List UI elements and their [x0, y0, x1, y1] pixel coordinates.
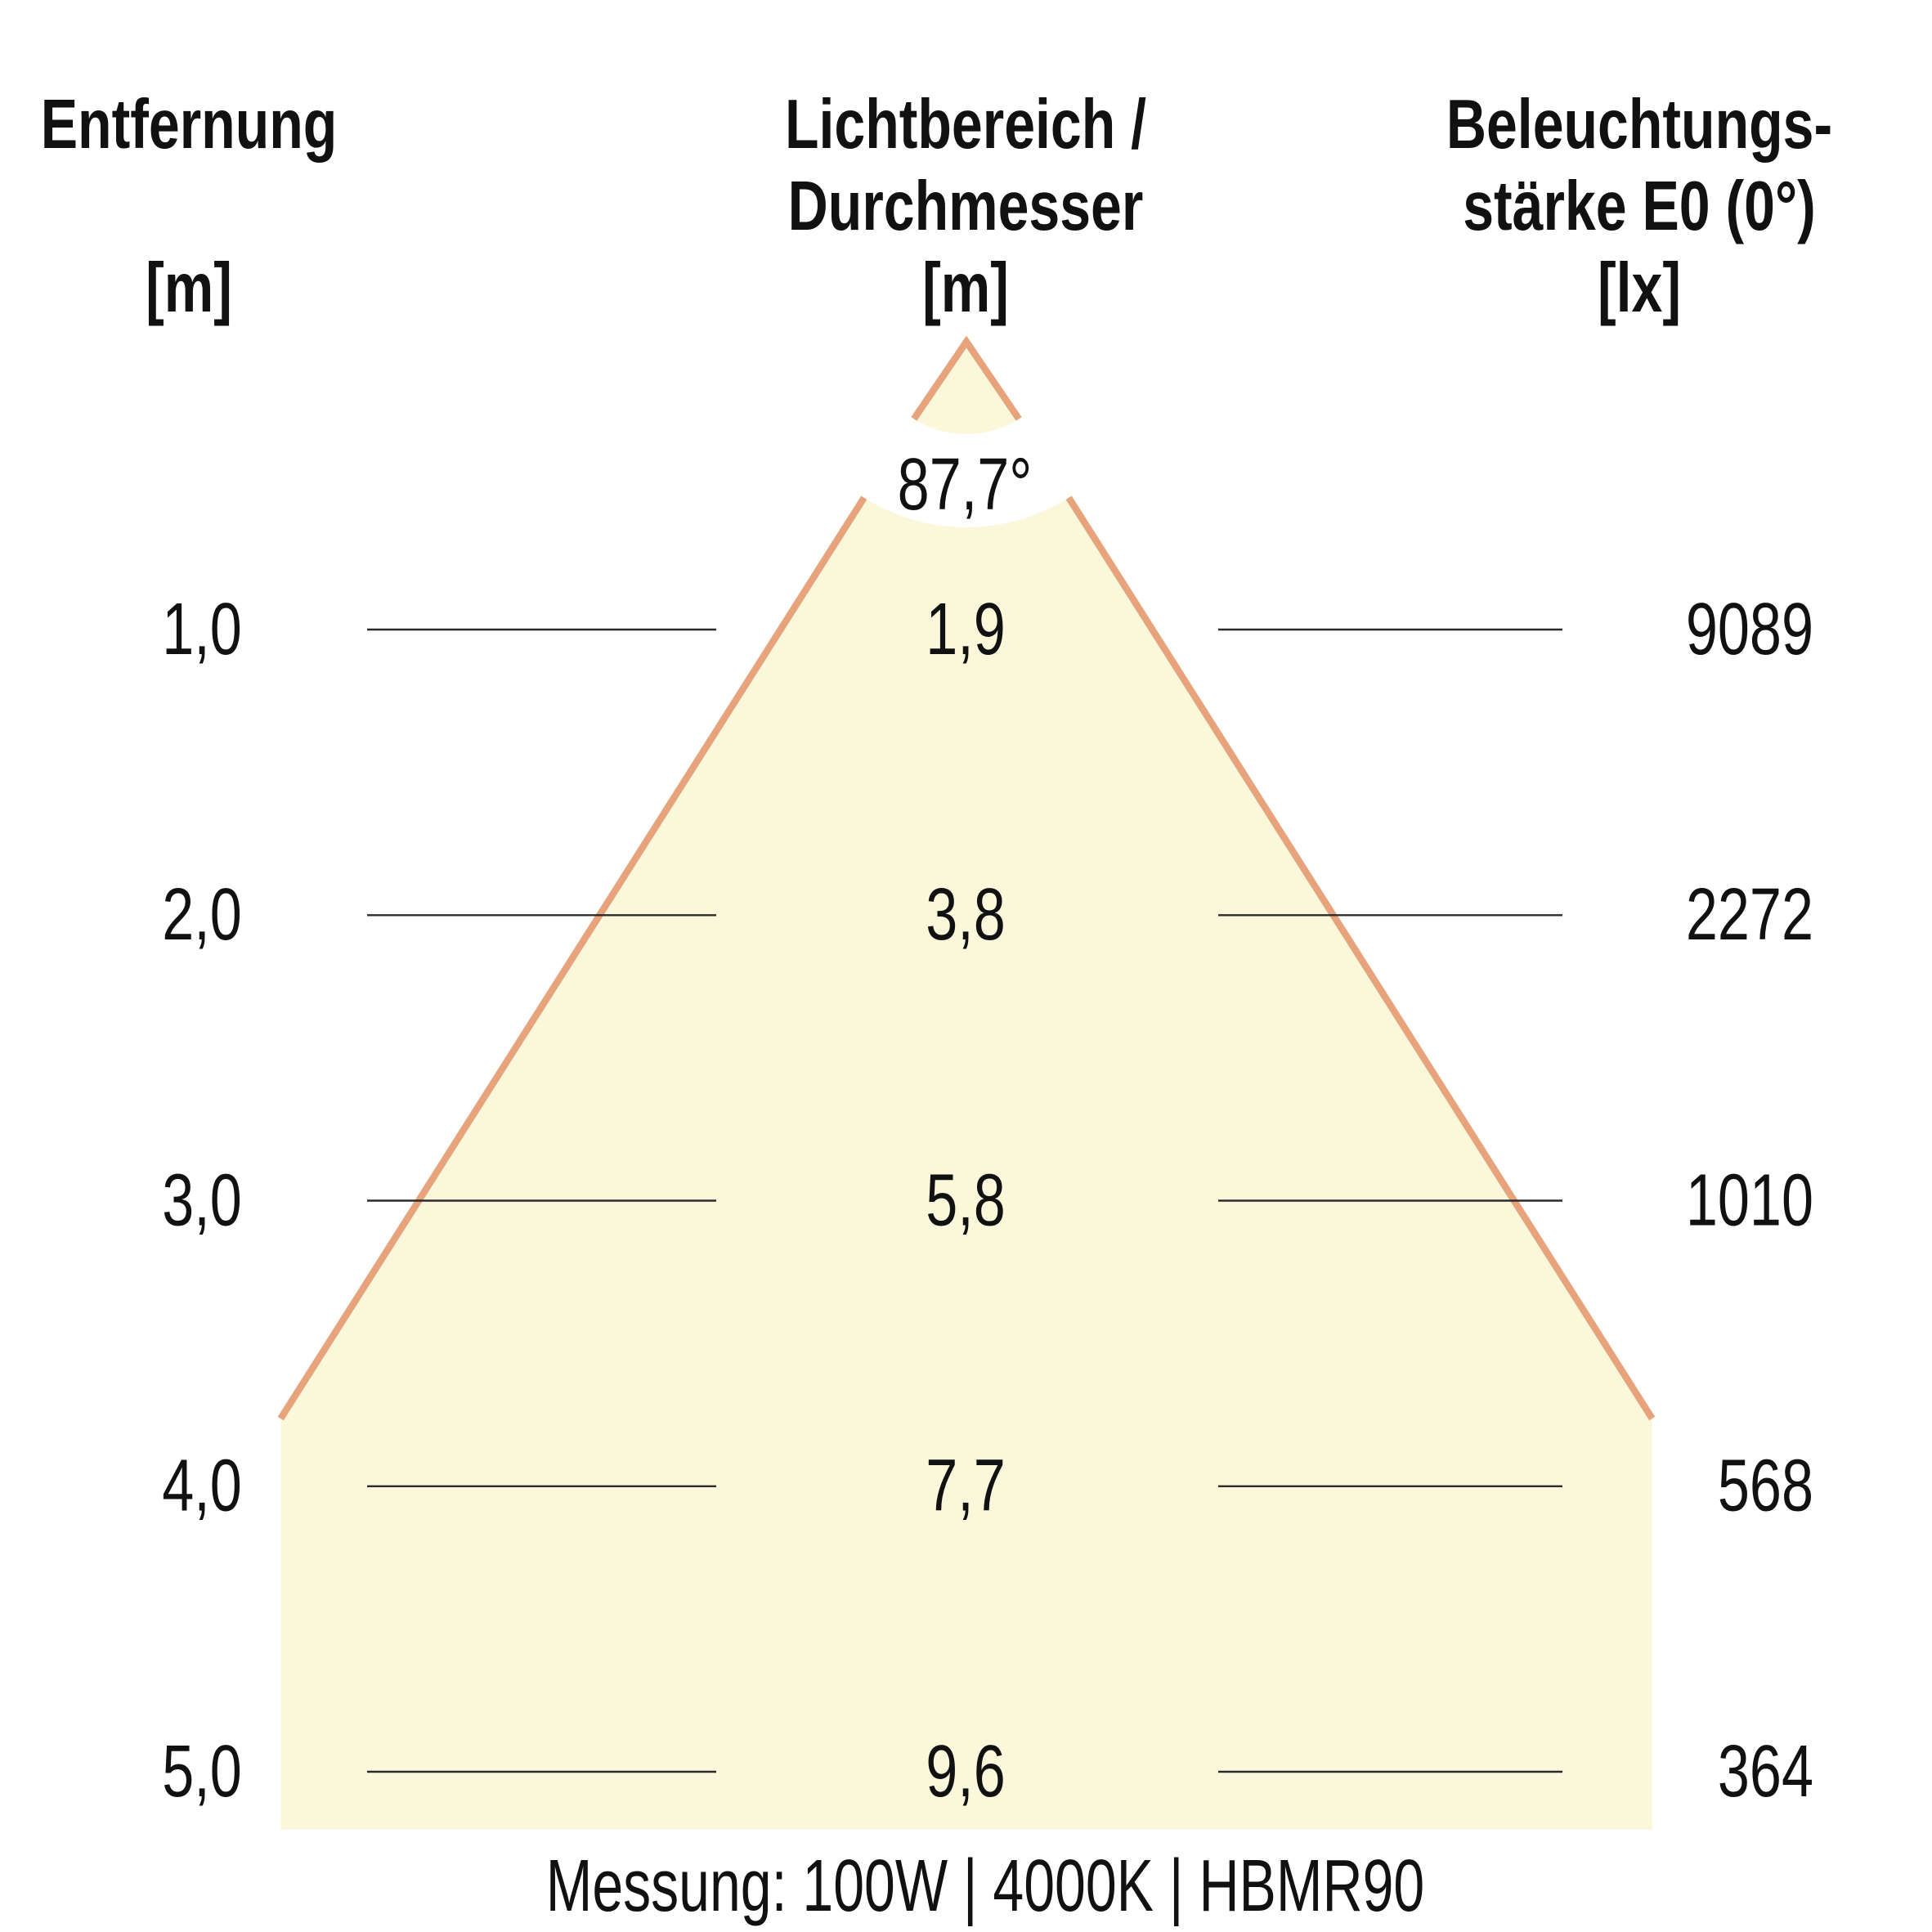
svg-text:5,8: 5,8	[926, 1159, 1006, 1241]
svg-text:87,7°: 87,7°	[898, 444, 1033, 526]
svg-text:[m]: [m]	[922, 249, 1009, 327]
svg-text:568: 568	[1718, 1445, 1813, 1526]
svg-text:Beleuchtungs-: Beleuchtungs-	[1446, 86, 1832, 164]
svg-text:2,0: 2,0	[162, 874, 242, 956]
svg-text:Durchmesser: Durchmesser	[788, 168, 1144, 245]
svg-text:[lx]: [lx]	[1598, 249, 1681, 327]
svg-text:9089: 9089	[1686, 589, 1813, 670]
svg-text:7,7: 7,7	[926, 1445, 1006, 1526]
svg-text:1,9: 1,9	[926, 589, 1006, 670]
svg-text:Lichtbereich /: Lichtbereich /	[785, 86, 1146, 164]
svg-text:Entfernung: Entfernung	[41, 86, 338, 164]
svg-text:364: 364	[1718, 1731, 1813, 1813]
svg-text:3,0: 3,0	[162, 1159, 242, 1241]
svg-text:2272: 2272	[1686, 874, 1813, 956]
svg-text:4,0: 4,0	[162, 1445, 242, 1526]
svg-text:1010: 1010	[1686, 1159, 1813, 1241]
svg-text:Messung: 100W | 4000K | HBMR90: Messung: 100W | 4000K | HBMR90	[546, 1845, 1425, 1926]
svg-text:9,6: 9,6	[926, 1731, 1006, 1813]
svg-text:[m]: [m]	[146, 249, 232, 327]
svg-text:5,0: 5,0	[162, 1731, 242, 1813]
svg-text:1,0: 1,0	[162, 589, 242, 670]
svg-text:3,8: 3,8	[926, 874, 1006, 956]
svg-text:stärke E0 (0°): stärke E0 (0°)	[1463, 168, 1816, 245]
